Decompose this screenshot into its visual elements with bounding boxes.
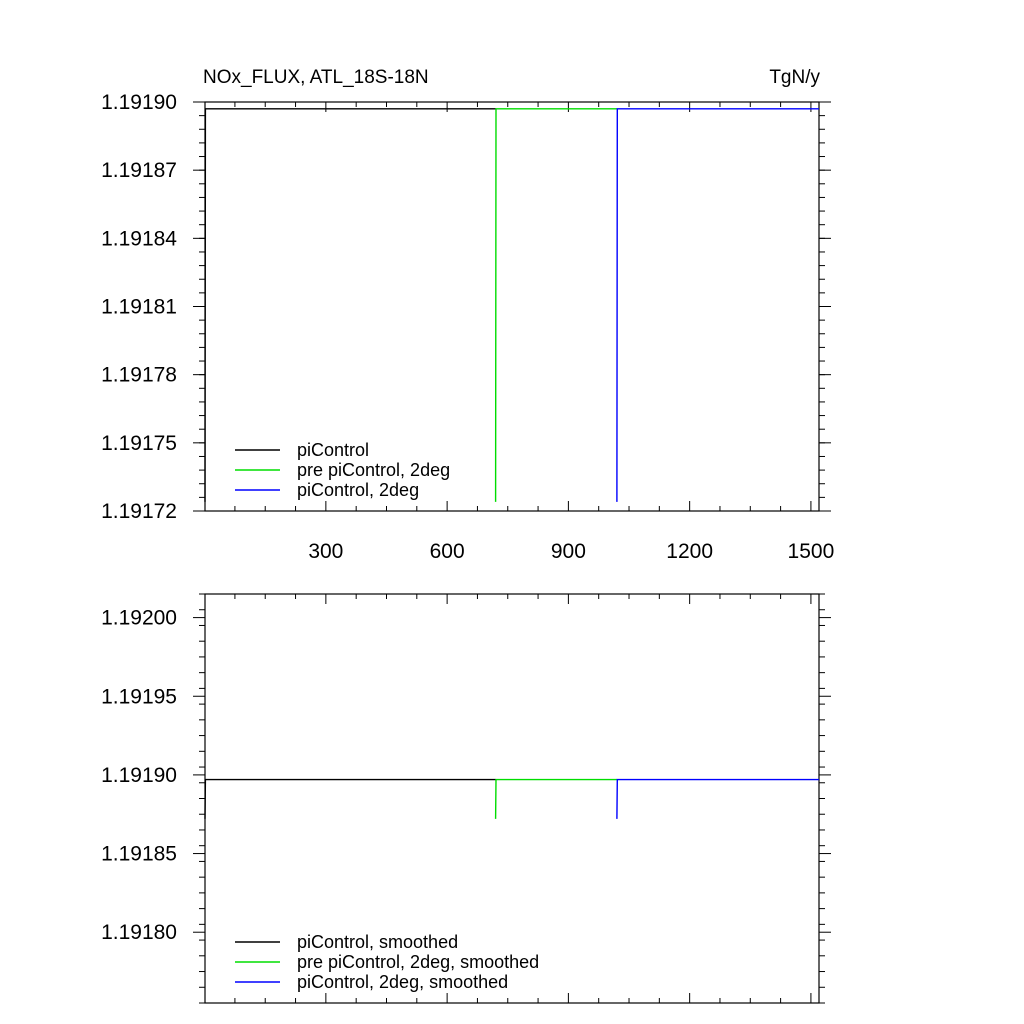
y-tick-label: 1.19200 — [101, 607, 177, 630]
units-label: TgN/y — [769, 67, 820, 88]
series-line — [494, 108, 617, 502]
y-tick-label: 1.19178 — [101, 364, 177, 387]
y-tick-label: 1.19184 — [101, 227, 177, 250]
y-tick-label: 1.19185 — [101, 843, 177, 866]
legend-label: pre piControl, 2deg, smoothed — [297, 952, 539, 972]
legend-label: piControl, 2deg, smoothed — [297, 972, 508, 992]
bottom-panel: 1.19180 1.19185 1.19190 1.19195 1.19200 piCo… — [101, 593, 831, 1004]
series-line — [204, 778, 496, 819]
y-tick-label: 1.19195 — [101, 685, 177, 708]
series-line — [616, 108, 819, 502]
legend-label: piControl, 2deg — [297, 480, 419, 500]
legend-label: pre piControl, 2deg — [297, 460, 450, 480]
y-tick-label: 1.19181 — [101, 296, 177, 319]
series-line — [494, 778, 617, 819]
y-tick-label: 1.19172 — [101, 500, 177, 523]
x-tick-label: 900 — [551, 540, 586, 563]
y-tick-label: 1.19180 — [101, 921, 177, 944]
x-tick-label: 600 — [430, 540, 465, 563]
x-tick-label: 1500 — [788, 540, 835, 563]
y-tick-label: 1.19175 — [101, 432, 177, 455]
x-tick-label: 300 — [308, 540, 343, 563]
series-line — [204, 108, 496, 502]
y-tick-label: 1.19190 — [101, 91, 177, 114]
chart-title: NOx_FLUX, ATL_18S-18N — [203, 67, 429, 88]
y-tick-label: 1.19190 — [101, 764, 177, 787]
top-panel: NOx_FLUX, ATL_18S-18N TgN/y 300 600 900 120… — [101, 67, 834, 563]
x-tick-label: 1200 — [666, 540, 713, 563]
legend-label: piControl, smoothed — [297, 932, 458, 952]
series-line — [616, 778, 819, 819]
y-tick-label: 1.19187 — [101, 159, 177, 182]
legend-label: piControl — [297, 440, 369, 460]
